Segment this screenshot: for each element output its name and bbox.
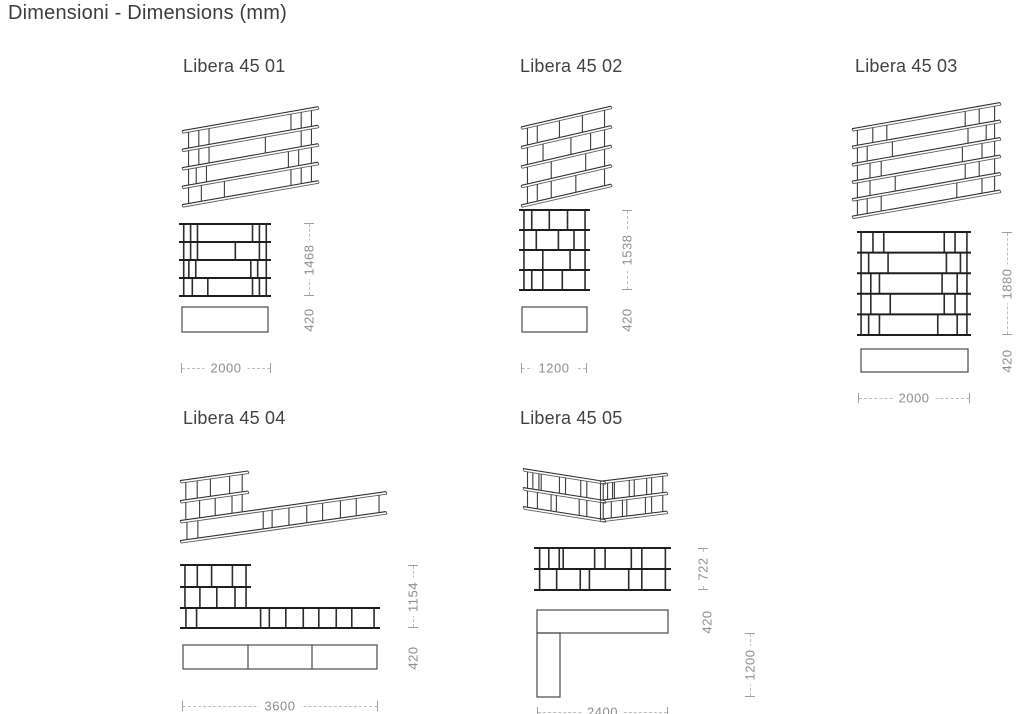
front-view xyxy=(519,209,590,291)
dimension-tick xyxy=(537,707,538,714)
isometric-view xyxy=(520,105,613,208)
dimension-tick xyxy=(377,701,378,711)
depth-value: 420 xyxy=(302,304,317,336)
depth-value: 420 xyxy=(1000,345,1015,377)
unit-libera-45-05: Libera 45 05 722 420 1200 2400 xyxy=(513,408,793,714)
depth-dimension: 420 xyxy=(619,304,635,336)
dimension-tick xyxy=(304,223,314,224)
height-dimension: 1468 xyxy=(301,223,317,296)
top-view xyxy=(521,306,588,333)
dimension-tick xyxy=(586,363,587,373)
width-dimension: 2000 xyxy=(181,360,271,376)
dimension-tick xyxy=(408,627,418,628)
height-value: 1538 xyxy=(620,230,635,270)
width-value: 3600 xyxy=(258,699,302,713)
dimension-tick xyxy=(521,363,522,373)
width-dimension: 2000 xyxy=(858,390,970,406)
front-view xyxy=(179,223,271,297)
depth-dimension: 420 xyxy=(301,304,317,336)
depth-dimension: 420 xyxy=(405,642,421,674)
leg-dimension: 1200 xyxy=(742,633,758,697)
top-view xyxy=(182,644,378,670)
top-view xyxy=(860,348,969,373)
top-view xyxy=(536,609,669,698)
unit-title: Libera 45 01 xyxy=(183,56,286,76)
front-view xyxy=(857,231,971,336)
unit-libera-45-04: Libera 45 04 1154 420 3600 xyxy=(178,408,508,714)
height-value: 1154 xyxy=(406,577,421,616)
front-view xyxy=(534,547,671,591)
dimension-tick xyxy=(622,210,632,211)
dimension-tick xyxy=(622,289,632,290)
depth-dimension: 420 xyxy=(699,606,715,638)
depth-dimension: 420 xyxy=(999,345,1015,377)
height-value: 1880 xyxy=(1000,264,1015,303)
dimension-tick xyxy=(408,565,418,566)
height-value: 722 xyxy=(696,553,711,585)
dimension-tick xyxy=(745,696,755,697)
width-value: 1200 xyxy=(532,361,576,375)
unit-title: Libera 45 02 xyxy=(520,56,623,76)
dimension-tick xyxy=(745,633,755,634)
width-dimension: 1200 xyxy=(521,360,587,376)
dimension-tick xyxy=(667,707,668,714)
height-dimension: 1880 xyxy=(999,232,1015,335)
dimension-tick xyxy=(969,393,970,403)
width-dimension: 2400 xyxy=(537,704,668,714)
dimension-tick xyxy=(182,701,183,711)
unit-title: Libera 45 04 xyxy=(183,408,286,428)
height-dimension: 1154 xyxy=(405,565,421,628)
width-value: 2000 xyxy=(892,391,936,405)
unit-libera-45-02: Libera 45 02 1538 420 1200 xyxy=(513,56,843,400)
width-dimension: 3600 xyxy=(182,698,378,714)
width-value: 2400 xyxy=(581,705,624,714)
dimension-tick xyxy=(304,295,314,296)
unit-title: Libera 45 03 xyxy=(855,56,958,76)
dimension-tick xyxy=(1002,334,1012,335)
isometric-view xyxy=(181,106,320,208)
unit-title: Libera 45 05 xyxy=(520,408,623,428)
dimension-tick xyxy=(698,589,708,590)
unit-libera-45-03: Libera 45 03 1880 420 2000 xyxy=(848,56,1026,420)
unit-libera-45-01: Libera 45 01 1468 420 2000 xyxy=(178,56,508,400)
dimension-tick xyxy=(270,363,271,373)
dimension-tick xyxy=(698,548,708,549)
isometric-view xyxy=(179,470,388,544)
height-value: 1468 xyxy=(302,240,317,279)
front-view xyxy=(180,564,380,629)
depth-value: 420 xyxy=(700,606,715,638)
leg-value: 1200 xyxy=(743,645,758,685)
dimension-tick xyxy=(1002,232,1012,233)
top-view xyxy=(181,306,269,333)
isometric-view xyxy=(851,102,1002,220)
height-dimension: 1538 xyxy=(619,210,635,290)
depth-value: 420 xyxy=(620,304,635,336)
width-value: 2000 xyxy=(204,361,248,375)
depth-value: 420 xyxy=(406,642,421,674)
dimension-tick xyxy=(181,363,182,373)
page-title: Dimensioni - Dimensions (mm) xyxy=(8,2,287,24)
height-dimension: 722 xyxy=(695,548,711,590)
isometric-view xyxy=(522,467,669,523)
dimension-tick xyxy=(858,393,859,403)
